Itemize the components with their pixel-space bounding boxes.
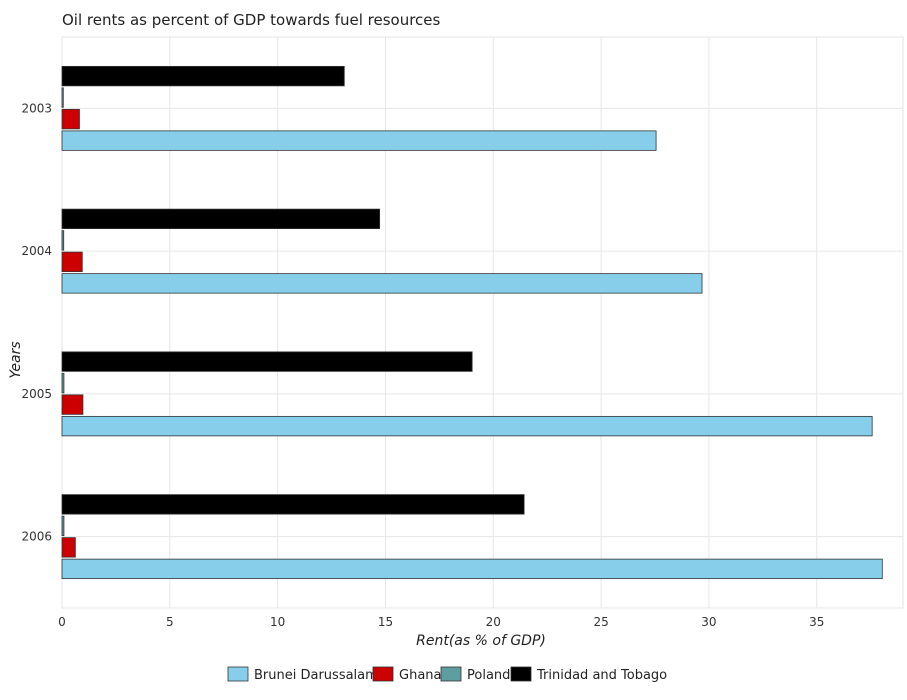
bar-brunei-darussalam [61, 558, 883, 580]
bar-ghana [61, 108, 80, 130]
legend-swatch [227, 666, 249, 682]
bar-ghana [61, 394, 84, 415]
bars [61, 65, 883, 580]
bar-brunei-darussalam [61, 415, 873, 437]
x-tick-label: 15 [378, 615, 393, 629]
legend-swatch [440, 666, 462, 682]
legend-swatch [510, 666, 532, 682]
x-tick-label: 0 [58, 615, 66, 629]
bar-poland [61, 515, 65, 537]
bar-poland [61, 372, 65, 394]
bar-brunei-darussalam [61, 273, 703, 294]
chart-title: Oil rents as percent of GDP towards fuel… [62, 11, 441, 29]
bar-ghana [61, 251, 83, 273]
bar-ghana [61, 537, 76, 558]
y-axis-label: Years [8, 341, 24, 378]
y-tick-label: 2005 [21, 387, 52, 401]
grid [61, 36, 904, 609]
legend-label: Poland [467, 668, 510, 683]
bar-trinidad-and-tobago [61, 494, 525, 515]
x-tick-label: 10 [270, 615, 285, 629]
legend-label: Brunei Darussalam [254, 668, 378, 683]
bar-poland [61, 230, 65, 251]
x-tick-labels: 0 5 10 15 20 25 30 35 [58, 615, 824, 629]
y-tick-label: 2006 [21, 530, 52, 544]
bar-poland [61, 87, 64, 108]
x-tick-label: 5 [166, 615, 174, 629]
legend-swatch [372, 666, 394, 682]
x-tick-label: 25 [593, 615, 608, 629]
x-tick-label: 35 [809, 615, 824, 629]
x-tick-label: 20 [486, 615, 501, 629]
bar-trinidad-and-tobago [61, 208, 381, 230]
plot-frame [61, 36, 904, 609]
bar-trinidad-and-tobago [61, 351, 473, 372]
legend: Brunei Darussalam Ghana Poland Trinidad and… [227, 666, 667, 683]
y-tick-label: 2004 [21, 244, 52, 258]
y-tick-labels: 2003 2004 2005 2006 [21, 101, 52, 543]
legend-label: Ghana [399, 668, 442, 683]
x-axis-label: Rent(as % of GDP) [416, 633, 546, 649]
bar-brunei-darussalam [61, 130, 657, 151]
bar-trinidad-and-tobago [61, 65, 345, 87]
x-tick-label: 30 [701, 615, 716, 629]
legend-label: Trinidad and Tobago [536, 668, 667, 683]
y-tick-label: 2003 [21, 101, 52, 115]
